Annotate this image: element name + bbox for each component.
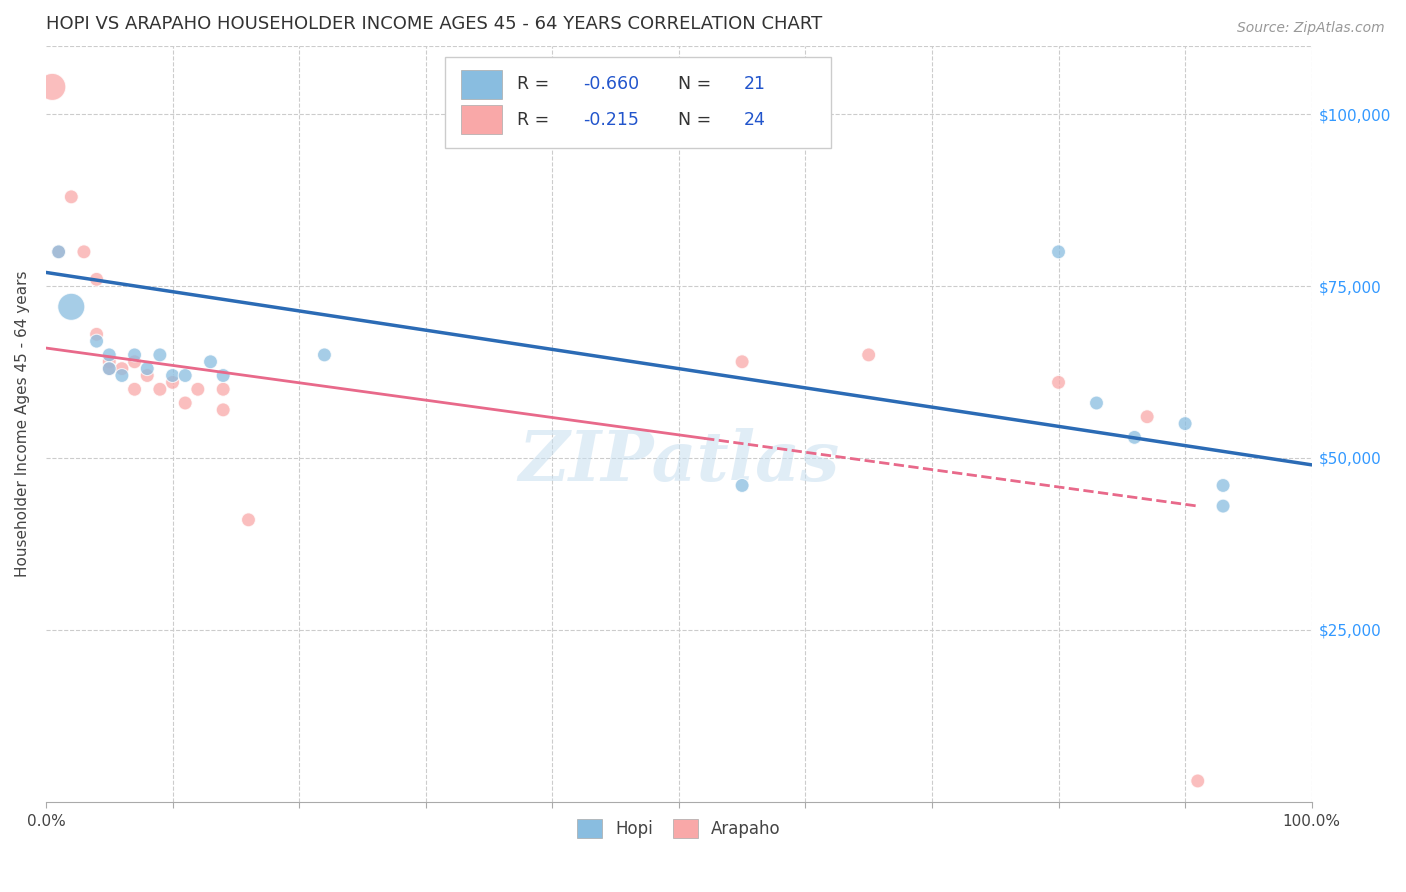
Point bbox=[1047, 244, 1070, 259]
Point bbox=[149, 382, 172, 396]
Point bbox=[86, 272, 108, 286]
Point bbox=[731, 478, 754, 492]
Text: N =: N = bbox=[678, 75, 716, 94]
Text: -0.215: -0.215 bbox=[582, 111, 638, 128]
Point bbox=[314, 348, 336, 362]
Point bbox=[98, 348, 121, 362]
Text: N =: N = bbox=[678, 111, 716, 128]
Text: 24: 24 bbox=[744, 111, 765, 128]
Point bbox=[111, 368, 134, 383]
Point bbox=[149, 348, 172, 362]
Point bbox=[48, 244, 70, 259]
Point bbox=[1047, 376, 1070, 390]
Point bbox=[1212, 478, 1234, 492]
Point bbox=[98, 355, 121, 369]
Point bbox=[60, 190, 83, 204]
Point bbox=[98, 361, 121, 376]
Text: -0.660: -0.660 bbox=[582, 75, 638, 94]
Point bbox=[187, 382, 209, 396]
Point bbox=[98, 361, 121, 376]
Point bbox=[1174, 417, 1197, 431]
Text: Source: ZipAtlas.com: Source: ZipAtlas.com bbox=[1237, 21, 1385, 35]
FancyBboxPatch shape bbox=[461, 70, 502, 99]
Point bbox=[86, 334, 108, 348]
Text: 21: 21 bbox=[744, 75, 765, 94]
Point bbox=[136, 368, 159, 383]
Point bbox=[1136, 409, 1159, 424]
Point bbox=[1212, 499, 1234, 513]
Point bbox=[86, 327, 108, 342]
Legend: Hopi, Arapaho: Hopi, Arapaho bbox=[568, 810, 789, 847]
Point bbox=[162, 376, 184, 390]
Y-axis label: Householder Income Ages 45 - 64 years: Householder Income Ages 45 - 64 years bbox=[15, 270, 30, 577]
Point bbox=[1085, 396, 1108, 410]
Point bbox=[162, 368, 184, 383]
Text: ZIPatlas: ZIPatlas bbox=[519, 427, 839, 495]
Text: R =: R = bbox=[517, 111, 554, 128]
Text: R =: R = bbox=[517, 75, 554, 94]
Point bbox=[136, 361, 159, 376]
Point bbox=[731, 355, 754, 369]
Text: HOPI VS ARAPAHO HOUSEHOLDER INCOME AGES 45 - 64 YEARS CORRELATION CHART: HOPI VS ARAPAHO HOUSEHOLDER INCOME AGES … bbox=[46, 15, 823, 33]
Point bbox=[858, 348, 880, 362]
Point bbox=[238, 513, 260, 527]
Point bbox=[212, 382, 235, 396]
Point bbox=[1187, 774, 1209, 789]
Point bbox=[174, 368, 197, 383]
Point bbox=[1123, 430, 1146, 444]
Point bbox=[124, 355, 146, 369]
Point bbox=[111, 361, 134, 376]
Point bbox=[41, 79, 63, 94]
Point bbox=[73, 244, 96, 259]
Point bbox=[48, 244, 70, 259]
Point bbox=[212, 403, 235, 417]
FancyBboxPatch shape bbox=[444, 57, 831, 148]
FancyBboxPatch shape bbox=[461, 105, 502, 134]
Point bbox=[200, 355, 222, 369]
Point bbox=[212, 368, 235, 383]
Point bbox=[124, 348, 146, 362]
Point bbox=[60, 300, 83, 314]
Point bbox=[174, 396, 197, 410]
Point bbox=[124, 382, 146, 396]
